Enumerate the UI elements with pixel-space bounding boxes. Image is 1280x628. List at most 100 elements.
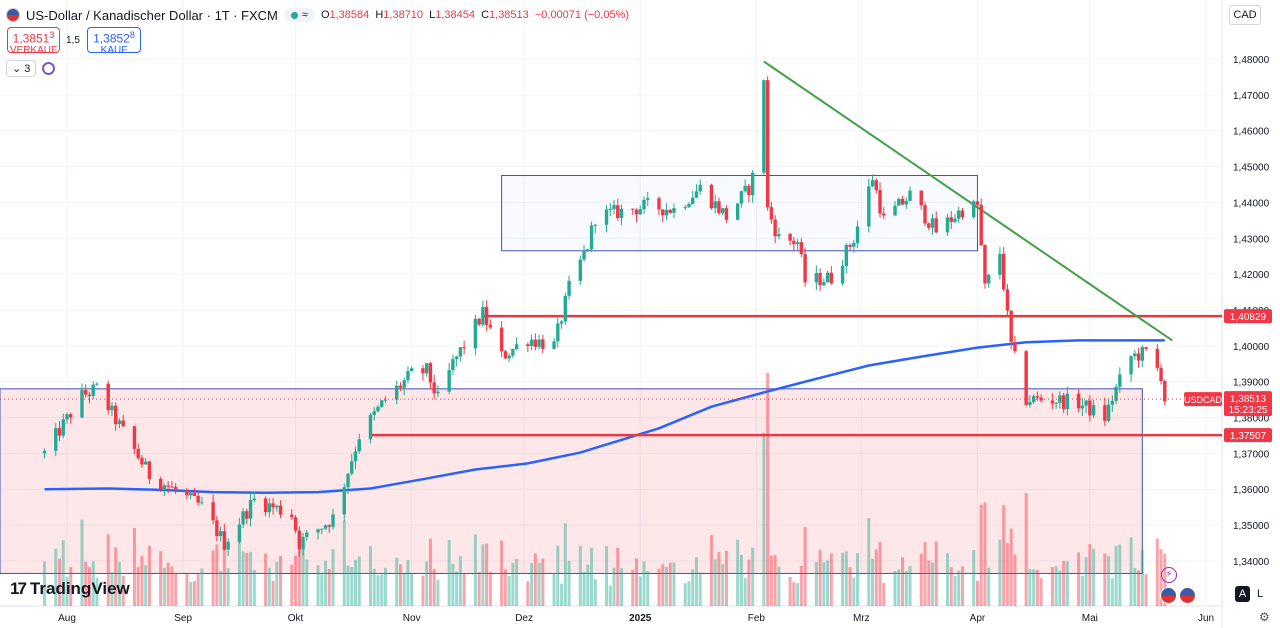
gear-icon[interactable]: ⚙ xyxy=(1259,610,1270,624)
y-tick-label: 1,42000 xyxy=(1233,270,1270,281)
candle-body xyxy=(376,406,380,412)
candle-body xyxy=(762,80,766,173)
candle-body xyxy=(196,495,200,503)
sync-icon[interactable] xyxy=(42,62,56,75)
candle-body xyxy=(616,205,620,219)
x-tick-label: Apr xyxy=(970,613,986,624)
us-flag-icon[interactable] xyxy=(1160,587,1177,604)
indicators-toggle[interactable]: ⌄ 3 xyxy=(6,60,56,77)
candle-body xyxy=(110,405,114,411)
candle-body xyxy=(65,414,69,420)
volume-bar xyxy=(69,567,73,606)
candle-body xyxy=(1061,395,1066,410)
volume-bar xyxy=(297,535,301,606)
candle-body xyxy=(316,529,320,533)
volume-bar xyxy=(503,569,507,606)
volume-bar xyxy=(721,564,725,606)
candle-body xyxy=(454,356,459,360)
volume-bar xyxy=(841,552,845,606)
volume-bar xyxy=(488,572,492,606)
volume-bar xyxy=(245,552,249,606)
symbol-title[interactable]: US-Dollar / Kanadischer Dollar · 1T · FX… xyxy=(26,7,278,23)
candle-body xyxy=(1110,400,1115,405)
candle-body xyxy=(773,219,777,237)
candle-body xyxy=(578,259,582,281)
candle-body xyxy=(226,541,230,550)
auto-scale-button[interactable]: A xyxy=(1235,586,1250,602)
symbol-tag-bg xyxy=(1184,392,1222,407)
volume-bar xyxy=(507,576,511,606)
indicator-count[interactable]: ⌄ 3 xyxy=(6,60,37,77)
candle-body xyxy=(998,253,1002,275)
volume-bar xyxy=(425,561,429,606)
volume-bar xyxy=(279,555,283,606)
candle-body xyxy=(132,426,137,449)
candle-body xyxy=(634,209,639,215)
volume-bar xyxy=(586,564,590,606)
tradingview-logo[interactable]: 17 TradingView xyxy=(10,579,130,598)
candle-body xyxy=(683,207,687,209)
volume-bar xyxy=(511,562,515,606)
candle-body xyxy=(147,461,152,479)
volume-bar xyxy=(275,561,279,606)
candle-body xyxy=(953,218,957,222)
sell-button[interactable]: 1,38513 VERKAUF xyxy=(7,27,60,56)
candle-body xyxy=(1163,381,1167,402)
ohlc-values: O1,38584 H1,38710 L1,38454 C1,38513 −0,0… xyxy=(320,9,630,21)
volume-bar xyxy=(170,566,174,606)
volume-bar xyxy=(249,551,253,606)
volume-bar xyxy=(84,561,88,606)
candle-body xyxy=(537,339,541,347)
volume-bar xyxy=(878,542,882,606)
y-tick-label: 1,36000 xyxy=(1233,485,1270,496)
lightning-icon[interactable]: ⚡ xyxy=(1161,567,1177,583)
currency-select[interactable]: CAD xyxy=(1229,5,1261,25)
candle-body xyxy=(567,280,571,296)
volume-bar xyxy=(58,558,62,606)
y-tick-label: 1,45000 xyxy=(1233,163,1270,174)
candle-body xyxy=(297,530,301,550)
candle-body xyxy=(143,461,148,465)
candle-body xyxy=(867,186,871,227)
economic-events[interactable] xyxy=(1160,587,1196,604)
candle-body xyxy=(211,502,215,521)
candle-body xyxy=(672,208,676,213)
volume-bar xyxy=(110,572,114,606)
candle-body xyxy=(275,505,279,508)
volume-bar xyxy=(174,573,178,606)
volume-bar xyxy=(724,550,728,606)
zone-rectangle xyxy=(0,388,1143,574)
candle-body xyxy=(803,254,807,283)
log-scale-button[interactable]: L xyxy=(1257,588,1264,600)
volume-bar xyxy=(500,540,504,606)
candle-body xyxy=(1024,351,1028,405)
volume-bar xyxy=(829,553,833,606)
volume-bar xyxy=(106,534,110,606)
volume-bar xyxy=(904,570,908,606)
candle-body xyxy=(724,208,729,220)
volume-bar xyxy=(672,562,676,606)
candle-body xyxy=(897,198,901,206)
market-status[interactable]: ≈ xyxy=(283,8,315,22)
us-flag-icon[interactable] xyxy=(1179,587,1196,604)
volume-bar xyxy=(1024,493,1028,606)
candle-body xyxy=(395,385,399,400)
candle-body xyxy=(747,185,751,196)
candle-body xyxy=(694,191,699,198)
volume-bar xyxy=(799,565,803,606)
volume-bar xyxy=(421,575,425,606)
volume-bar xyxy=(893,570,897,606)
volume-bar xyxy=(1084,557,1088,606)
volume-bar xyxy=(530,562,534,606)
y-tick-label: 1,35000 xyxy=(1233,521,1270,532)
buy-button[interactable]: 1,38528 KAUF xyxy=(87,27,141,56)
volume-bar xyxy=(930,562,934,606)
volume-bar xyxy=(410,573,414,606)
volume-bar xyxy=(717,552,721,606)
candle-body xyxy=(526,344,530,347)
volume-bar xyxy=(140,555,144,606)
volume-bar xyxy=(121,575,125,606)
candle-body xyxy=(1080,405,1085,409)
candle-body xyxy=(91,384,95,396)
